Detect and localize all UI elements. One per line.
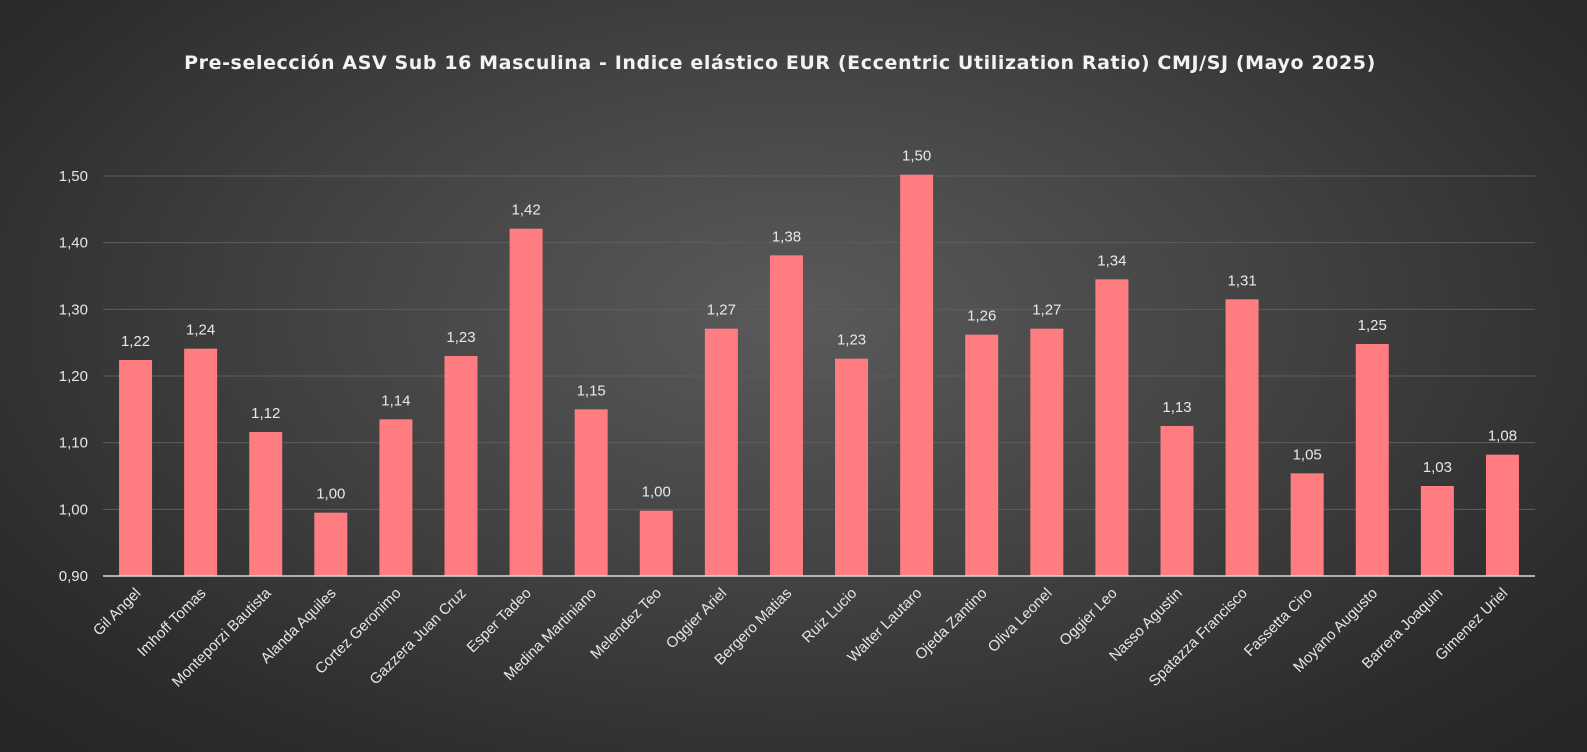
data-label: 1,27: [707, 302, 736, 319]
bar: [184, 348, 218, 576]
bar: [314, 512, 348, 576]
bar: [1420, 486, 1454, 576]
bar: [1095, 279, 1129, 576]
data-label: 1,08: [1488, 428, 1517, 445]
bar: [119, 360, 153, 576]
x-tick-label: Oliva Leonel: [985, 585, 1056, 656]
data-label: 1,23: [837, 332, 866, 349]
bar: [1485, 454, 1519, 576]
x-tick-label: Oggier Leo: [1056, 585, 1121, 650]
data-label: 1,14: [381, 392, 410, 409]
bar: [574, 409, 608, 576]
data-label: 1,27: [1032, 302, 1061, 319]
bar: [1030, 328, 1064, 576]
y-tick-label: 1,20: [59, 368, 88, 385]
bar: [1290, 473, 1324, 576]
y-tick-label: 1,10: [59, 435, 88, 452]
data-label: 1,15: [577, 382, 606, 399]
data-label: 1,38: [772, 228, 801, 245]
bar: [249, 432, 283, 576]
y-tick-label: 1,50: [59, 168, 88, 185]
x-tick-label: Oggier Ariel: [663, 585, 730, 652]
bars: [119, 174, 1519, 577]
data-labels: 1,22 1,24 1,12 1,00 1,14 1,23 1,42 1,15 1,00 1,27…: [121, 148, 1517, 503]
data-label: 1,24: [186, 322, 215, 339]
data-label: 1,34: [1097, 252, 1126, 269]
data-label: 1,31: [1227, 272, 1256, 289]
data-label: 1,26: [967, 308, 996, 325]
y-axis-ticks: 0,90 1,00 1,10 1,20 1,30 1,40 1,50: [59, 168, 88, 585]
data-label: 1,05: [1293, 446, 1322, 463]
data-label: 1,22: [121, 333, 150, 350]
bar: [639, 510, 673, 576]
data-label: 1,13: [1162, 399, 1191, 416]
bar: [1355, 344, 1389, 576]
data-label: 1,00: [642, 484, 671, 501]
x-tick-label: Ruiz Lucio: [799, 585, 861, 647]
bar: [379, 419, 413, 576]
data-label: 1,00: [316, 486, 345, 503]
y-tick-label: 1,40: [59, 235, 88, 252]
data-label: 1,12: [251, 405, 280, 422]
y-tick-label: 0,90: [59, 568, 88, 585]
bar: [1225, 299, 1259, 576]
data-label: 1,25: [1358, 317, 1387, 334]
bar: [704, 328, 738, 576]
data-label: 1,23: [446, 329, 475, 346]
bar: [835, 358, 869, 576]
data-label: 1,03: [1423, 459, 1452, 476]
bar: [769, 255, 803, 577]
y-tick-label: 1,00: [59, 501, 88, 518]
x-tick-label: Esper Tadeo: [464, 585, 535, 656]
bar: [965, 334, 999, 576]
bar: [900, 174, 934, 576]
data-label: 1,50: [902, 148, 931, 165]
x-tick-label: Gil Angel: [90, 585, 144, 639]
bar: [444, 356, 478, 576]
chart-title: Pre-selección ASV Sub 16 Masculina - Ind…: [184, 52, 1376, 74]
bar: [509, 228, 543, 576]
data-label: 1,42: [511, 202, 540, 219]
y-tick-label: 1,30: [59, 301, 88, 318]
bar: [1160, 426, 1194, 576]
